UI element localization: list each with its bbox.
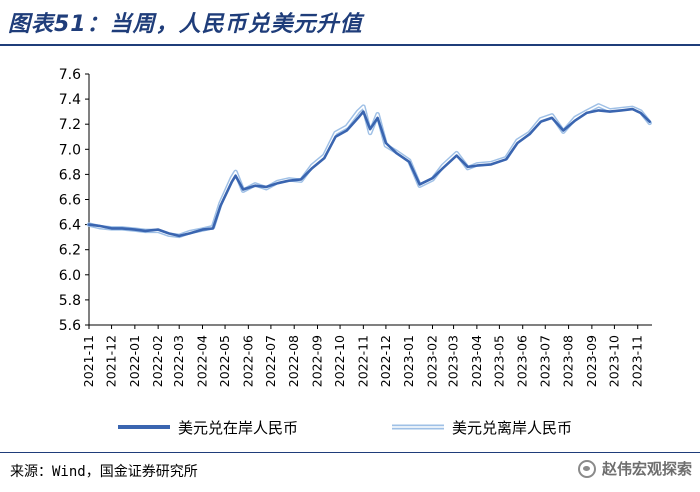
x-tick-label: 2021-12 bbox=[104, 335, 119, 387]
x-tick-label: 2023-03 bbox=[446, 335, 461, 387]
y-tick-label: 5.6 bbox=[59, 318, 81, 334]
x-tick-label: 2023-02 bbox=[425, 335, 440, 387]
x-tick-label: 2021-11 bbox=[81, 335, 96, 387]
x-tick-label: 2022-10 bbox=[332, 335, 347, 387]
x-tick-label: 2022-11 bbox=[355, 335, 370, 387]
watermark-text: 赵伟宏观探索 bbox=[601, 460, 692, 478]
x-tick-label: 2022-09 bbox=[310, 335, 325, 387]
x-tick-label: 2022-08 bbox=[286, 335, 301, 387]
y-tick-label: 7.6 bbox=[59, 67, 81, 83]
x-tick-label: 2023-04 bbox=[469, 335, 484, 387]
x-tick-label: 2022-12 bbox=[378, 335, 393, 387]
legend-label-onshore: 美元兑在岸人民币 bbox=[178, 419, 298, 437]
x-tick-label: 2023-01 bbox=[401, 335, 416, 387]
x-tick-label: 2022-04 bbox=[195, 335, 210, 387]
x-tick-label: 2023-08 bbox=[561, 335, 576, 387]
x-tick-label: 2023-09 bbox=[584, 335, 599, 387]
x-tick-label: 2022-07 bbox=[263, 335, 278, 387]
x-tick-label: 2023-10 bbox=[606, 335, 621, 387]
watermark: 赵伟宏观探索 bbox=[577, 458, 692, 479]
x-tick-label: 2022-06 bbox=[240, 335, 255, 387]
x-tick-label: 2023-05 bbox=[491, 335, 506, 387]
x-tick-label: 2022-01 bbox=[127, 335, 142, 387]
y-tick-label: 5.8 bbox=[59, 293, 81, 309]
x-tick-label: 2022-03 bbox=[171, 335, 186, 387]
x-tick-label: 2023-11 bbox=[630, 335, 645, 387]
y-tick-label: 6.2 bbox=[59, 243, 81, 259]
y-tick-label: 7.2 bbox=[59, 117, 81, 133]
series-line-onshore bbox=[87, 107, 651, 238]
y-tick-label: 7.4 bbox=[59, 92, 81, 108]
y-tick-label: 6.8 bbox=[59, 167, 81, 183]
y-tick-label: 6.0 bbox=[59, 268, 81, 284]
x-tick-label: 2022-05 bbox=[217, 335, 232, 387]
x-tick-label: 2023-06 bbox=[515, 335, 530, 387]
x-tick-label: 2023-07 bbox=[537, 335, 552, 387]
wechat-icon bbox=[577, 459, 596, 478]
x-tick-label: 2022-02 bbox=[150, 335, 165, 387]
y-tick-label: 6.6 bbox=[59, 193, 81, 209]
chart-title: 图表51：当周，人民币兑美元升值 bbox=[8, 12, 363, 37]
source-divider bbox=[0, 452, 700, 453]
legend-label-offshore: 美元兑离岸人民币 bbox=[452, 419, 572, 437]
title-divider bbox=[0, 44, 700, 46]
y-tick-label: 6.4 bbox=[59, 218, 81, 234]
y-tick-label: 7.0 bbox=[59, 142, 81, 158]
source-note: 来源：Wind，国金证券研究所 bbox=[10, 464, 198, 480]
